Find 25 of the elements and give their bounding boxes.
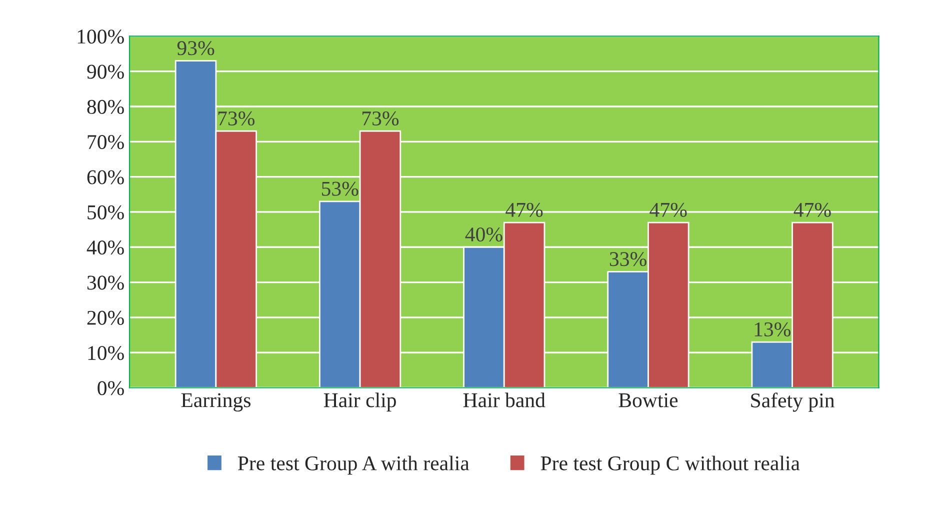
legend-label: Pre test Group A with realia: [238, 456, 470, 475]
y-tick-label: 10%: [88, 346, 124, 360]
data-label: 40%: [465, 227, 502, 242]
y-tick-label: 60%: [87, 170, 124, 184]
y-tick-label: 50%: [88, 205, 124, 220]
y-tick-label: 20%: [87, 310, 124, 325]
data-label: 73%: [362, 111, 399, 126]
data-label: 33%: [610, 252, 646, 266]
x-tick-label: Safety pin: [751, 392, 835, 412]
legend-label: Pre test Group C without realia: [540, 456, 800, 475]
data-label: 53%: [322, 182, 358, 196]
y-tick-label: 0%: [98, 381, 124, 396]
data-label: 93%: [177, 41, 214, 56]
y-tick-label: 30%: [87, 276, 124, 290]
x-tick-label: Hair clip: [324, 392, 396, 412]
x-tick-label: Earrings: [181, 393, 250, 412]
y-tick-label: 70%: [88, 135, 124, 150]
data-label: 73%: [218, 111, 255, 126]
y-tick-label: 90%: [87, 64, 124, 79]
data-label: 13%: [754, 322, 791, 336]
x-tick-label: Hair band: [463, 392, 546, 408]
y-tick-label: 100%: [78, 30, 124, 44]
y-tick-label: 40%: [86, 240, 124, 255]
x-tick-label: Bowtie: [618, 393, 678, 408]
y-tick-label: 80%: [87, 100, 124, 114]
